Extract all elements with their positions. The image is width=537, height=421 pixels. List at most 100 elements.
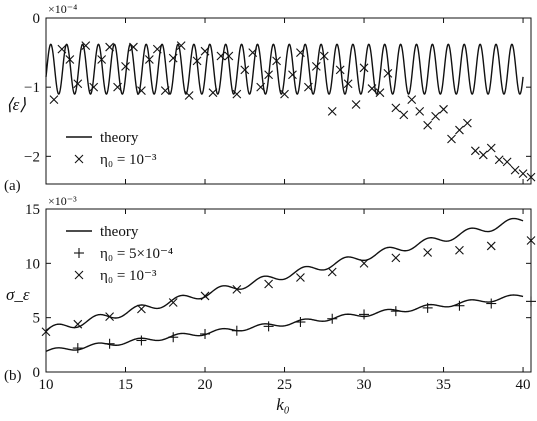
panel-a-point xyxy=(280,89,289,99)
panel-b-plus-point xyxy=(359,309,370,320)
panel-a-point xyxy=(359,63,369,73)
panel-a-tag: (a) xyxy=(4,178,21,194)
panel-b-x-tick-label: 40 xyxy=(516,377,531,393)
panel-a-point xyxy=(176,41,186,51)
panel-a-point xyxy=(463,118,472,128)
panel-a: 0 −1 −2 ×10⁻⁴ ⟨ε⟩ (a) theory η₀ = 10⁻³ xyxy=(4,2,536,194)
panel-a-point xyxy=(470,146,480,156)
panel-b-x-tick-labels: 10 15 20 25 30 35 40 xyxy=(39,377,531,393)
panel-b-y-tick-label: 5 xyxy=(33,311,41,327)
panel-a-point xyxy=(343,79,353,89)
legend-x-glyph xyxy=(74,270,84,280)
panel-a-point xyxy=(518,169,528,179)
legend-eta-1e-3-label: η₀ = 10⁻³ xyxy=(100,268,157,284)
panel-a-theory-curve xyxy=(45,43,524,95)
panel-a-point xyxy=(184,91,194,100)
panel-a-y-tick-labels: 0 −1 −2 xyxy=(24,11,40,165)
legend-eta-5e-4-marker xyxy=(74,248,84,258)
legend-eta-1e-3-marker xyxy=(74,270,84,280)
panel-a-point xyxy=(49,95,59,105)
panel-a-point xyxy=(113,82,122,92)
panel-a-point xyxy=(319,51,329,61)
panel-a-point xyxy=(502,157,512,167)
panel-a-legend: theory η₀ = 10⁻³ xyxy=(66,130,157,168)
legend-x-glyph xyxy=(74,154,84,164)
panel-a-frame xyxy=(45,17,532,185)
panel-b-x-point xyxy=(296,273,305,282)
panel-a-point xyxy=(478,150,488,160)
panel-a-point xyxy=(240,65,250,75)
panel-b-y-tick-label: 15 xyxy=(25,202,40,218)
panel-a-y-tick-label: 0 xyxy=(33,11,41,27)
legend-theory-label: theory xyxy=(100,130,139,146)
panel-a-point xyxy=(510,165,520,175)
panel-a-point xyxy=(383,68,393,78)
panel-b-x-point xyxy=(73,319,83,329)
panel-a-point xyxy=(486,143,496,153)
panel-a-point xyxy=(494,155,504,165)
panel-b-x-point xyxy=(264,279,274,289)
panel-a-point xyxy=(216,51,226,61)
panel-a-point xyxy=(391,103,401,113)
panel-a-point xyxy=(431,111,440,121)
panel-b-x-point xyxy=(41,327,51,337)
panel-a-point xyxy=(415,106,425,116)
panel-b-theory-lower-curve xyxy=(45,294,524,352)
panel-b-x-label: k₀ xyxy=(276,395,290,414)
panel-a-y-tick-label: −2 xyxy=(24,149,40,165)
panel-a-point xyxy=(351,100,361,109)
panel-b-plus-point xyxy=(526,296,536,307)
panel-b-x-point xyxy=(455,245,464,255)
panel-a-point xyxy=(335,65,345,75)
panel-a-point xyxy=(224,51,234,61)
panel-a-point xyxy=(375,88,385,98)
panel-b-plus-point xyxy=(295,317,306,328)
panel-a-point xyxy=(105,42,114,52)
panel-b-plus-point xyxy=(200,328,211,339)
panel-b-y-tick-label: 10 xyxy=(25,256,40,272)
panel-b-plus-point xyxy=(422,302,433,313)
panel-b-x-point xyxy=(391,253,401,263)
panel-a-point xyxy=(423,120,433,130)
panel-b-x-point xyxy=(423,248,433,257)
panel-b-plus-point xyxy=(104,338,115,349)
legend-eta-5e-4-label: η₀ = 5×10⁻⁴ xyxy=(100,246,173,262)
legend-theory-label: theory xyxy=(100,224,139,240)
panel-b-x-tick-label: 25 xyxy=(277,377,292,393)
panel-a-y-label: ⟨ε⟩ xyxy=(6,95,26,114)
legend-eta-marker xyxy=(74,154,84,164)
panel-b-markers xyxy=(41,236,536,354)
panel-a-point xyxy=(256,82,266,92)
panel-a-point xyxy=(65,55,75,64)
panel-a-point xyxy=(160,86,170,96)
panel-a-point xyxy=(288,70,297,80)
panel-b-x-point xyxy=(232,285,242,294)
panel-a-point xyxy=(152,44,162,54)
panel-b-x-point xyxy=(359,258,369,268)
panel-b-x-tick-label: 35 xyxy=(436,377,451,393)
panel-a-point xyxy=(192,56,202,66)
panel-b-y-tick-label: 0 xyxy=(33,365,41,381)
panel-b-x-point xyxy=(168,298,178,307)
panel-a-point xyxy=(303,82,313,92)
panel-a-point xyxy=(296,48,305,57)
panel-b-y-label: σ_ε xyxy=(6,285,30,304)
panel-a-point xyxy=(526,172,536,182)
panel-a-point xyxy=(168,53,178,63)
panel-a-point xyxy=(447,134,456,144)
panel-b-x-point xyxy=(486,241,496,251)
panel-a-y-tick-label: −1 xyxy=(24,80,40,96)
legend-plus-glyph xyxy=(74,248,84,258)
panel-b-multiplier: ×10⁻³ xyxy=(48,194,77,208)
panel-a-point xyxy=(455,125,464,135)
panel-a-point xyxy=(89,82,99,92)
panel-a-point xyxy=(272,56,281,66)
panel-a-point xyxy=(200,46,210,56)
panel-a-point xyxy=(399,110,409,120)
panel-b-ticks xyxy=(45,208,531,373)
panel-a-point xyxy=(121,62,130,71)
panel-b-x-tick-label: 10 xyxy=(39,377,54,393)
panel-b-plus-point xyxy=(263,321,274,332)
legend-eta-label: η₀ = 10⁻³ xyxy=(100,152,157,168)
